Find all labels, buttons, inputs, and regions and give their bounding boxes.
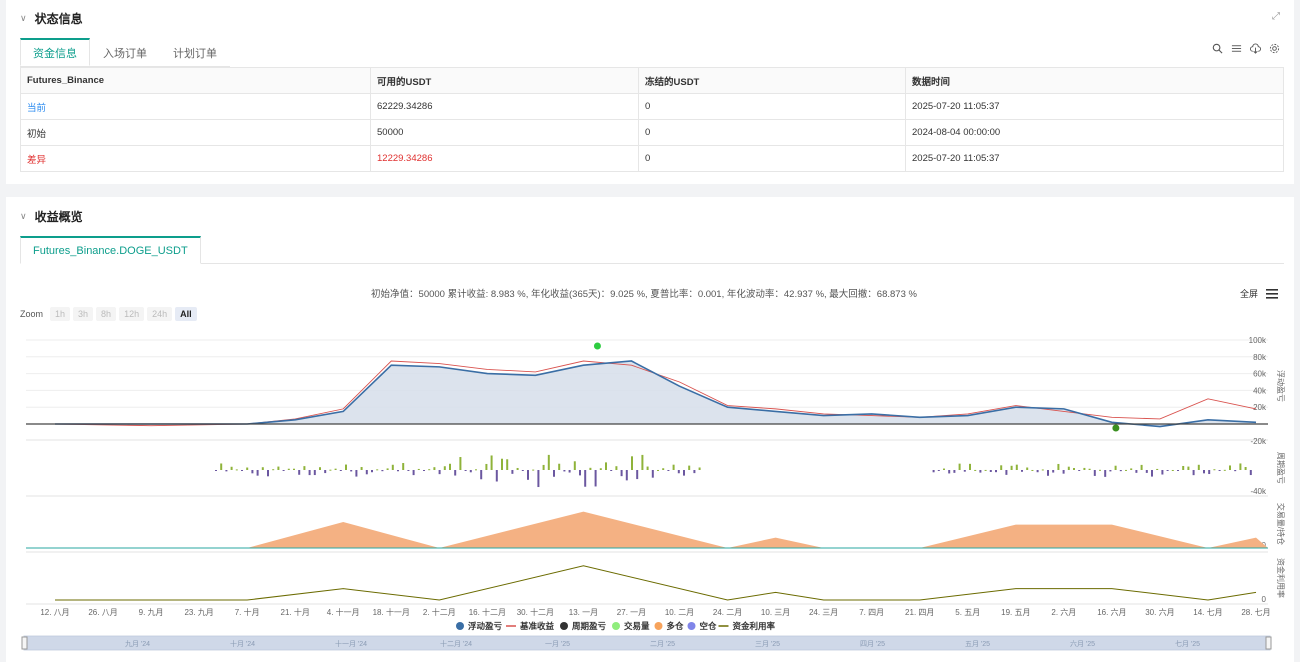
table-toolbar: [1212, 43, 1280, 54]
row-label-current[interactable]: 当前: [20, 93, 371, 120]
menu-icon[interactable]: [1266, 288, 1278, 299]
profit-panel-title: 收益概览: [34, 209, 83, 224]
profit-panel-header[interactable]: ∨ 收益概览: [20, 206, 83, 226]
zoom-selector: Zoom 1h 3h 8h 12h 24h All: [20, 307, 197, 321]
table-cell: 62229.34286: [370, 93, 639, 120]
fullscreen-button[interactable]: 全屏: [1239, 289, 1258, 299]
row-label-initial: 初始: [20, 119, 371, 146]
table-cell: 12229.34286: [370, 145, 639, 172]
table-cell: 0: [638, 145, 906, 172]
chart-summary: 初始净值：50000 累计收益: 8.983 %, 年化收益(365天)：9.0…: [371, 289, 917, 300]
chevron-down-icon: ∨: [20, 210, 27, 221]
chart-controls: 全屏: [1240, 287, 1278, 300]
table-cell: 50000: [370, 119, 639, 146]
status-panel: ∨ 状态信息 ⤢ 资金信息 入场订单 计划订单 Futures_Binance …: [6, 0, 1294, 184]
zoom-button-8h[interactable]: 8h: [96, 307, 117, 321]
column-header: 冻结的USDT: [638, 67, 906, 94]
funds-table: Futures_Binance 可用的USDT 冻结的USDT 数据时间 当前 …: [20, 67, 1284, 172]
zoom-button-24h[interactable]: 24h: [147, 307, 173, 321]
tab-funds[interactable]: 资金信息: [20, 38, 90, 66]
zoom-button-1h[interactable]: 1h: [50, 307, 71, 321]
zoom-label: Zoom: [20, 309, 44, 319]
row-label-diff: 差异: [20, 145, 371, 172]
zoom-button-all[interactable]: All: [175, 307, 197, 321]
tab-plan-orders[interactable]: 计划订单: [173, 47, 217, 60]
cloud-download-icon[interactable]: [1250, 43, 1261, 54]
chevron-down-icon: ∨: [20, 12, 27, 23]
search-icon[interactable]: [1212, 43, 1223, 54]
list-icon[interactable]: [1231, 43, 1242, 54]
tab-entry-orders[interactable]: 入场订单: [103, 47, 147, 60]
column-header: 数据时间: [905, 67, 1284, 94]
zoom-button-12h[interactable]: 12h: [119, 307, 145, 321]
table-cell: 2025-07-20 11:05:37: [905, 145, 1284, 172]
column-header: 可用的USDT: [370, 67, 639, 94]
zoom-button-3h[interactable]: 3h: [73, 307, 94, 321]
status-tabs: 资金信息 入场订单 计划订单: [20, 38, 230, 67]
tab-symbol[interactable]: Futures_Binance.DOGE_USDT: [20, 236, 201, 264]
table-cell: 0: [638, 93, 906, 120]
table-cell: 2024-08-04 00:00:00: [905, 119, 1284, 146]
column-header: Futures_Binance: [20, 67, 371, 94]
table-header-row: Futures_Binance 可用的USDT 冻结的USDT 数据时间: [20, 67, 1284, 94]
profit-panel: ∨ 收益概览 Futures_Binance.DOGE_USDT: [6, 197, 1294, 662]
table-cell: 2025-07-20 11:05:37: [905, 93, 1284, 120]
table-cell: 0: [638, 119, 906, 146]
status-panel-title: 状态信息: [34, 11, 83, 26]
status-panel-header[interactable]: ∨ 状态信息: [20, 8, 83, 28]
table-row: 当前 62229.34286 0 2025-07-20 11:05:37: [20, 93, 1284, 120]
collapse-icon[interactable]: ⤢: [1272, 11, 1280, 22]
gear-icon[interactable]: [1269, 43, 1280, 54]
table-row: 初始 50000 0 2024-08-04 00:00:00: [20, 119, 1284, 146]
table-row: 差异 12229.34286 0 2025-07-20 11:05:37: [20, 145, 1284, 172]
profit-tabs: Futures_Binance.DOGE_USDT: [20, 236, 1284, 264]
